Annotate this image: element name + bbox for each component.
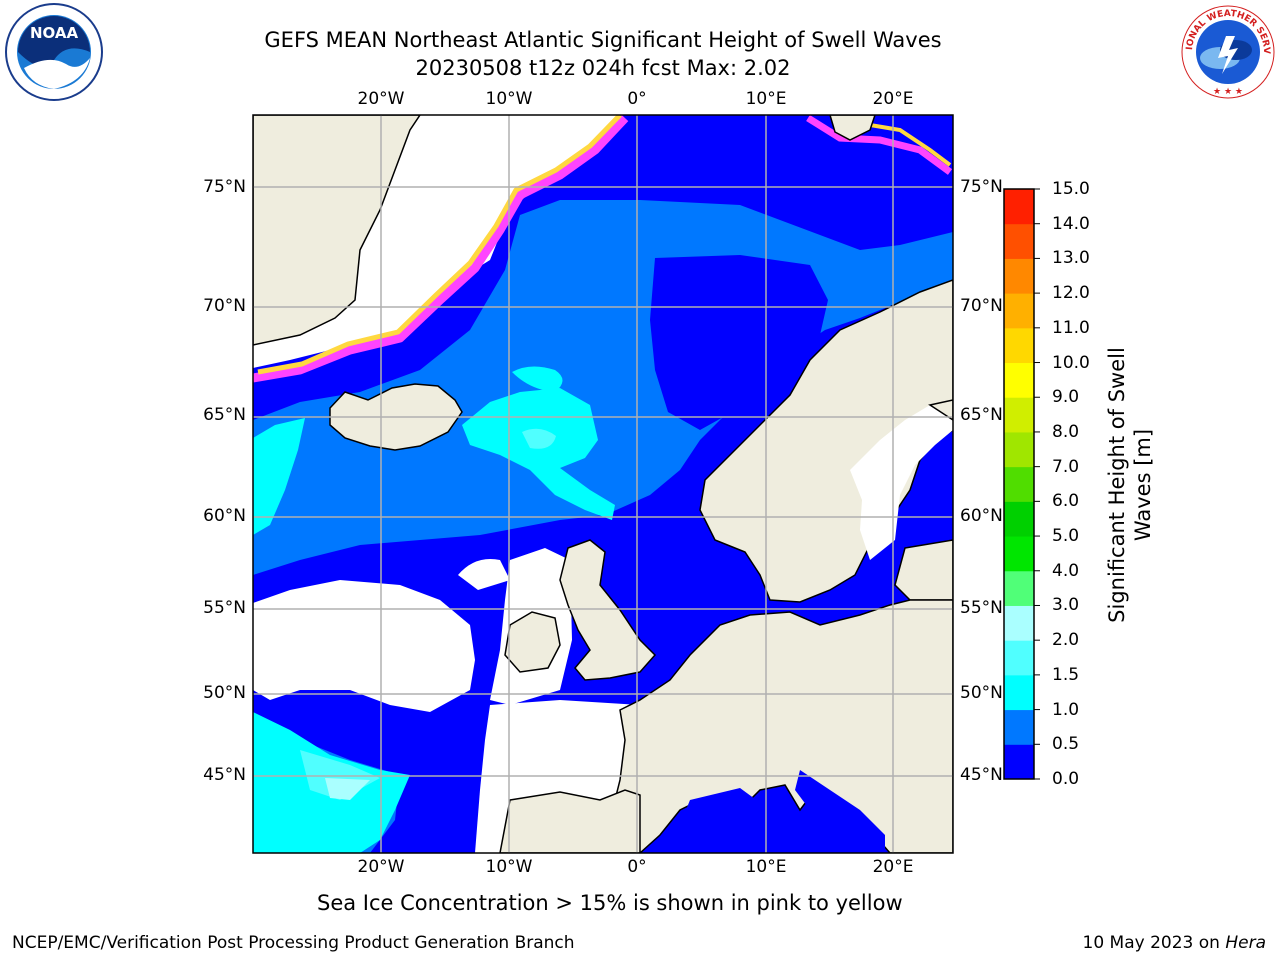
colorbar-frame xyxy=(1003,188,1035,780)
map-title: GEFS MEAN Northeast Atlantic Significant… xyxy=(264,28,942,52)
lon-label-top: 0° xyxy=(627,89,647,109)
machine-name: Hera xyxy=(1225,933,1266,953)
swell-band-1.5-2 xyxy=(522,428,556,449)
date-text: 10 May 2023 on Hera xyxy=(1083,933,1267,953)
colorbar-tick-label: 14.0 xyxy=(1052,213,1090,234)
sea-ice-edge xyxy=(806,115,953,175)
lat-label-right: 55°N xyxy=(960,598,1003,618)
ireland-land xyxy=(504,611,561,673)
swell-band-0-0.5 xyxy=(795,770,885,853)
sea-ice-edge xyxy=(869,123,952,167)
colorbar-tick-label: 2.0 xyxy=(1052,630,1080,651)
lon-label-bottom: 10°W xyxy=(485,857,533,877)
colorbar-tick-label: 1.5 xyxy=(1052,664,1080,685)
lat-label-right: 50°N xyxy=(960,683,1003,703)
colorbar-tick-label: 10.0 xyxy=(1052,352,1090,373)
colorbar-tick-label: 11.0 xyxy=(1052,317,1090,338)
swell-band-0-0.5 xyxy=(650,255,828,430)
noaa-logo: NOAA xyxy=(4,2,104,102)
colorbar-segment xyxy=(1004,362,1034,398)
lat-label-left: 55°N xyxy=(203,598,246,618)
lon-label-bottom: 20°E xyxy=(872,857,914,877)
colorbar-tick-label: 8.0 xyxy=(1052,421,1080,442)
lon-label-bottom: 0° xyxy=(627,857,647,877)
colorbar-tick-label: 13.0 xyxy=(1052,248,1090,269)
colorbar-tick-label: 12.0 xyxy=(1052,283,1090,304)
sea-ice-footnote: Sea Ice Concentration > 15% is shown in … xyxy=(317,891,903,915)
no-data-area xyxy=(458,559,510,590)
colorbar-tick-label: 6.0 xyxy=(1052,491,1080,512)
no-data-area xyxy=(850,400,953,560)
map-subtitle: 20230508 t12z 024h fcst Max: 2.02 xyxy=(415,56,791,80)
colorbar-segment xyxy=(1004,570,1034,606)
swell-band-1-1.5 xyxy=(462,388,615,520)
lat-label-left: 60°N xyxy=(203,506,246,526)
lat-label-left: 50°N xyxy=(203,683,246,703)
lat-label-left: 65°N xyxy=(203,405,246,425)
colorbar-tick-label: 0.5 xyxy=(1052,734,1080,755)
lon-label-bottom: 10°E xyxy=(745,857,787,877)
great-britain-land xyxy=(559,539,657,681)
colorbar-segment xyxy=(1004,674,1034,711)
credit-text: NCEP/EMC/Verification Post Processing Pr… xyxy=(12,933,575,953)
colorbar-segment xyxy=(1004,258,1034,294)
graticule xyxy=(253,115,953,853)
svalbard-land xyxy=(829,115,876,141)
lat-label-left: 70°N xyxy=(203,296,246,316)
colorbar-tick-label: 15.0 xyxy=(1052,179,1090,199)
svg-text:NOAA: NOAA xyxy=(30,24,79,42)
sea-ice-edge xyxy=(257,115,622,375)
lon-label-top: 10°E xyxy=(745,89,787,109)
swell-band-1-1.5 xyxy=(512,366,563,392)
no-data-area xyxy=(253,650,300,690)
no-data-area xyxy=(253,580,475,712)
colorbar-segment xyxy=(1004,605,1034,641)
colorbar-segment xyxy=(1004,189,1034,225)
lat-label-left: 75°N xyxy=(203,177,246,197)
lat-label-left: 45°N xyxy=(203,765,246,785)
lon-label-top: 20°W xyxy=(357,89,405,109)
sea-ice-edge xyxy=(253,115,629,383)
colorbar-segment xyxy=(1004,431,1034,468)
colorbar-tick-label: 7.0 xyxy=(1052,456,1080,477)
colorbar-segment xyxy=(1004,223,1034,259)
lat-label-right: 60°N xyxy=(960,506,1003,526)
colorbar-segment xyxy=(1004,709,1034,745)
lat-label-right: 75°N xyxy=(960,177,1003,197)
swell-band-2-3 xyxy=(325,778,370,800)
lat-label-right: 45°N xyxy=(960,765,1003,785)
colorbar-segment xyxy=(1004,466,1034,502)
svg-text:★ ★ ★: ★ ★ ★ xyxy=(1213,87,1243,97)
colorbar-segment xyxy=(1004,640,1034,676)
lat-label-right: 70°N xyxy=(960,296,1003,316)
colorbar-tick-label: 4.0 xyxy=(1052,560,1080,581)
swell-band-1-1.5 xyxy=(253,418,305,535)
colorbar-title-line1: Significant Height of Swell xyxy=(1105,347,1129,623)
colorbar-segment xyxy=(1004,744,1034,780)
colorbar xyxy=(1003,188,1040,780)
nws-logo: NATIONAL WEATHER SERVICE ★ ★ ★ xyxy=(1174,0,1278,102)
colorbar-tick-label: 9.0 xyxy=(1052,387,1080,408)
lat-label-right: 65°N xyxy=(960,405,1003,425)
lon-label-top: 10°W xyxy=(485,89,533,109)
scandinavia-land xyxy=(699,279,953,603)
colorbar-segment xyxy=(1004,536,1034,572)
lon-label-top: 20°E xyxy=(872,89,914,109)
colorbar-tick-label: 1.0 xyxy=(1052,699,1080,720)
date-label: 10 May 2023 on xyxy=(1082,933,1226,953)
colorbar-tick-label: 0.0 xyxy=(1052,769,1080,789)
lon-label-bottom: 20°W xyxy=(357,857,405,877)
colorbar-tick-label: 3.0 xyxy=(1052,595,1080,616)
iberia-land xyxy=(499,789,641,853)
colorbar-segment xyxy=(1004,327,1034,364)
swell-band-0-0.5 xyxy=(680,788,770,853)
colorbar-segment xyxy=(1004,397,1034,433)
colorbar-segment xyxy=(1004,501,1034,537)
colorbar-segment xyxy=(1004,293,1034,329)
greenland-land xyxy=(253,115,421,346)
colorbar-tick-label: 5.0 xyxy=(1052,526,1080,547)
colorbar-title-line2: Waves [m] xyxy=(1131,428,1155,542)
colorbar-title: Significant Height of Swell Waves [m] xyxy=(1104,325,1156,645)
